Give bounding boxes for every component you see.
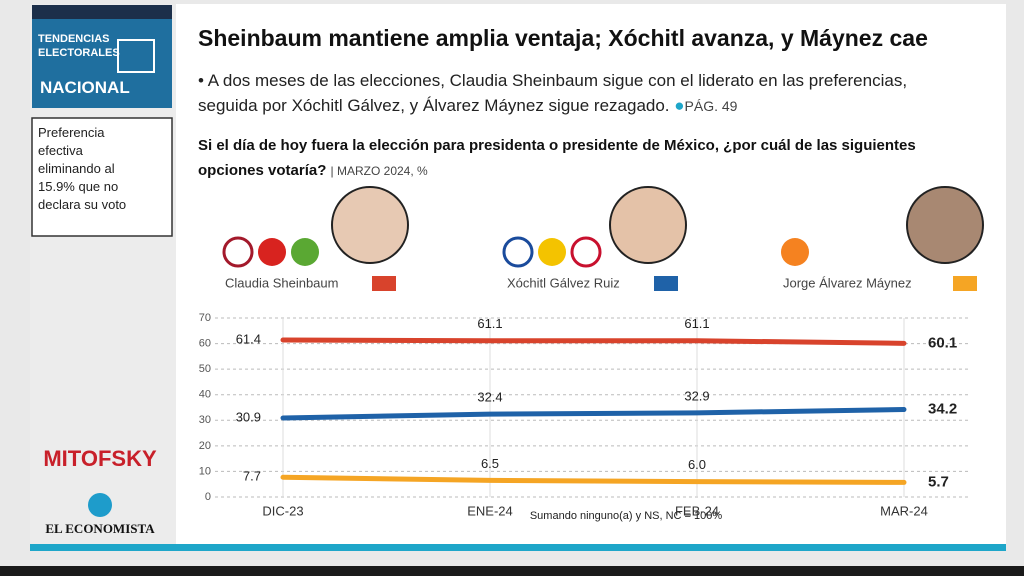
data-label: 6.5 <box>481 456 499 471</box>
series-line <box>280 337 907 346</box>
ballot-icon <box>117 39 155 73</box>
data-label: 61.4 <box>236 331 261 346</box>
period: MARZO 2024, % <box>337 164 428 178</box>
candidate-photo <box>609 186 687 264</box>
x-tick-label: DIC-23 <box>262 503 303 518</box>
y-tick-label: 60 <box>199 337 211 349</box>
data-label: 61.1 <box>684 316 709 331</box>
data-label: 32.4 <box>477 390 502 405</box>
party-logo <box>570 236 602 268</box>
data-label: 34.2 <box>928 401 957 418</box>
economista-logo <box>88 493 112 517</box>
data-label: 61.1 <box>477 316 502 331</box>
page-ref: PÁG. 49 <box>684 98 738 114</box>
chart-title: Sheinbaum mantiene amplia ventaja; Xóchi… <box>198 25 928 51</box>
series-line <box>280 474 907 485</box>
x-tick-label: FEB-24 <box>675 503 719 518</box>
y-tick-label: 10 <box>199 465 211 477</box>
data-label: 30.9 <box>236 409 261 424</box>
legend-label: Xóchitl Gálvez Ruiz <box>507 275 620 290</box>
series-line <box>280 407 907 421</box>
sidebar-head <box>32 19 172 108</box>
question-block: Si el día de hoy fuera la elección para … <box>198 137 916 179</box>
y-tick-label: 70 <box>199 312 211 324</box>
question: Si el día de hoy fuera la elección para … <box>198 137 916 179</box>
data-label: 60.1 <box>928 334 957 351</box>
y-tick-label: 0 <box>205 491 211 503</box>
y-tick-label: 30 <box>199 414 211 426</box>
candidate-photo <box>906 186 984 264</box>
footnote: Sumando ninguno(a) y NS, NC = 100% <box>530 510 723 522</box>
source-logo: EL ECONOMISTA <box>45 521 155 536</box>
party-logo <box>258 238 286 266</box>
x-tick-label: MAR-24 <box>880 503 928 518</box>
data-label: 7.7 <box>243 469 261 484</box>
party-logo <box>781 238 809 266</box>
sidebar-head-strip <box>32 5 172 19</box>
party-logo <box>222 236 254 268</box>
data-label: 6.0 <box>688 457 706 472</box>
source-logo: MITOFSKY <box>43 446 157 471</box>
note-box <box>31 117 173 237</box>
party-logo <box>291 238 319 266</box>
y-tick-label: 20 <box>199 440 211 452</box>
panel <box>30 4 1006 550</box>
legend-swatch <box>372 276 396 291</box>
x-tick-label: ENE-24 <box>467 503 513 518</box>
legend-swatch <box>654 276 678 291</box>
legend-swatch <box>953 276 977 291</box>
legend-label: Jorge Álvarez Máynez <box>783 275 912 290</box>
data-label: 5.7 <box>928 473 949 490</box>
bottom-bar <box>30 544 1006 551</box>
y-tick-label: 50 <box>199 363 211 375</box>
y-tick-label: 40 <box>199 389 211 401</box>
candidate-photo <box>331 186 409 264</box>
data-label: 32.9 <box>684 388 709 403</box>
section-label: TENDENCIAS ELECTORALES <box>38 33 120 59</box>
party-logo <box>502 236 534 268</box>
section-label: NACIONAL <box>40 78 130 97</box>
party-logo <box>538 238 566 266</box>
legend-label: Claudia Sheinbaum <box>225 275 338 290</box>
subtitle-block: • A dos meses de las elecciones, Claudia… <box>198 71 908 115</box>
note: Preferencia efectiva eliminando al 15.9%… <box>38 125 127 212</box>
subtitle: • A dos meses de las elecciones, Claudia… <box>198 71 908 115</box>
